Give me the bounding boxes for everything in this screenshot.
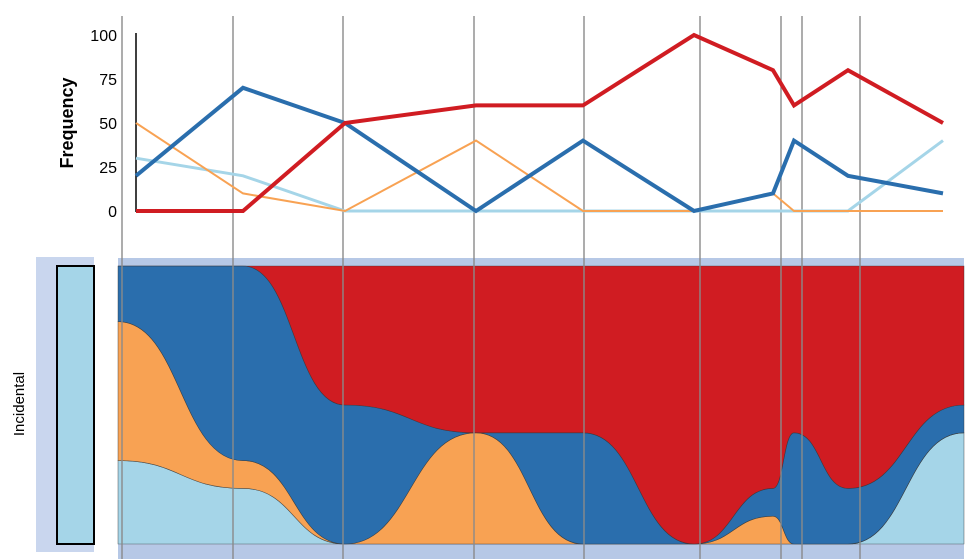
stream-layer: [118, 265, 965, 545]
y-tick-label: 25: [99, 160, 117, 177]
series-lines: [134, 32, 944, 214]
group-legend-swatch: [56, 265, 95, 545]
stream-group-legend: Incidental: [11, 257, 95, 552]
y-tick-label: 100: [90, 28, 117, 45]
stream-graph: [117, 265, 965, 545]
bottom-band: [118, 544, 964, 559]
y-tick-label: 75: [99, 72, 117, 89]
y-tick-label: 50: [99, 116, 117, 133]
series-line: [134, 85, 944, 214]
stream-bands: [118, 258, 964, 559]
series-line: [136, 32, 944, 213]
series-line: [135, 122, 943, 213]
y-tick-label: 0: [108, 204, 117, 221]
y-tick-labels: 0 25 50 75 100: [90, 28, 117, 221]
y-axis: Frequency: [57, 33, 137, 212]
stream-group-label: Incidental: [11, 372, 28, 436]
top-band: [118, 258, 964, 266]
y-axis-label: Frequency: [57, 77, 77, 168]
